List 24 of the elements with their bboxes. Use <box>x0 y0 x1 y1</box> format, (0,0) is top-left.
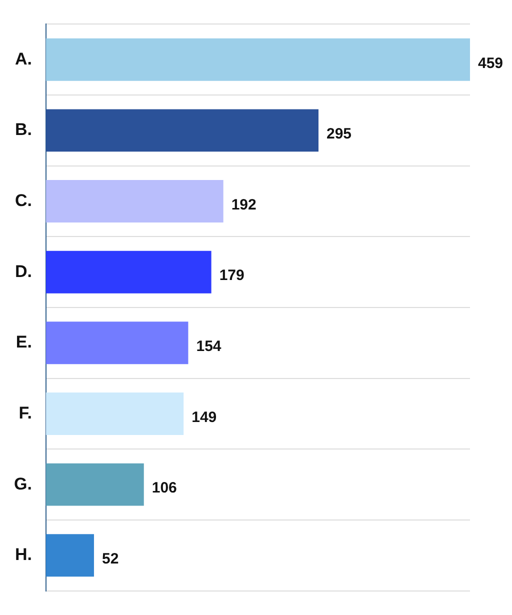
y-tick-label: A. <box>14 49 32 68</box>
bar <box>46 109 318 152</box>
data-label: 459 <box>478 54 504 72</box>
bar <box>46 534 94 577</box>
bar <box>46 463 144 506</box>
data-label: 179 <box>219 267 244 284</box>
y-tick-label: B. <box>14 120 32 140</box>
data-label: 149 <box>192 408 217 426</box>
data-label: 154 <box>196 338 222 356</box>
y-tick-label: G. <box>14 474 32 494</box>
y-tick-label: H. <box>14 545 32 564</box>
bar <box>46 180 224 223</box>
y-tick-label: D. <box>14 262 32 281</box>
y-tick-label: C. <box>14 190 32 210</box>
bar <box>46 322 188 364</box>
y-tick-label: E. <box>16 332 32 352</box>
bar <box>46 38 470 81</box>
data-label: 52 <box>102 550 119 568</box>
data-label: 106 <box>152 480 177 497</box>
data-label: 192 <box>231 196 256 214</box>
bar <box>46 250 212 294</box>
data-label: 295 <box>326 126 352 143</box>
y-tick-label: F. <box>18 403 32 422</box>
bar <box>46 392 184 435</box>
